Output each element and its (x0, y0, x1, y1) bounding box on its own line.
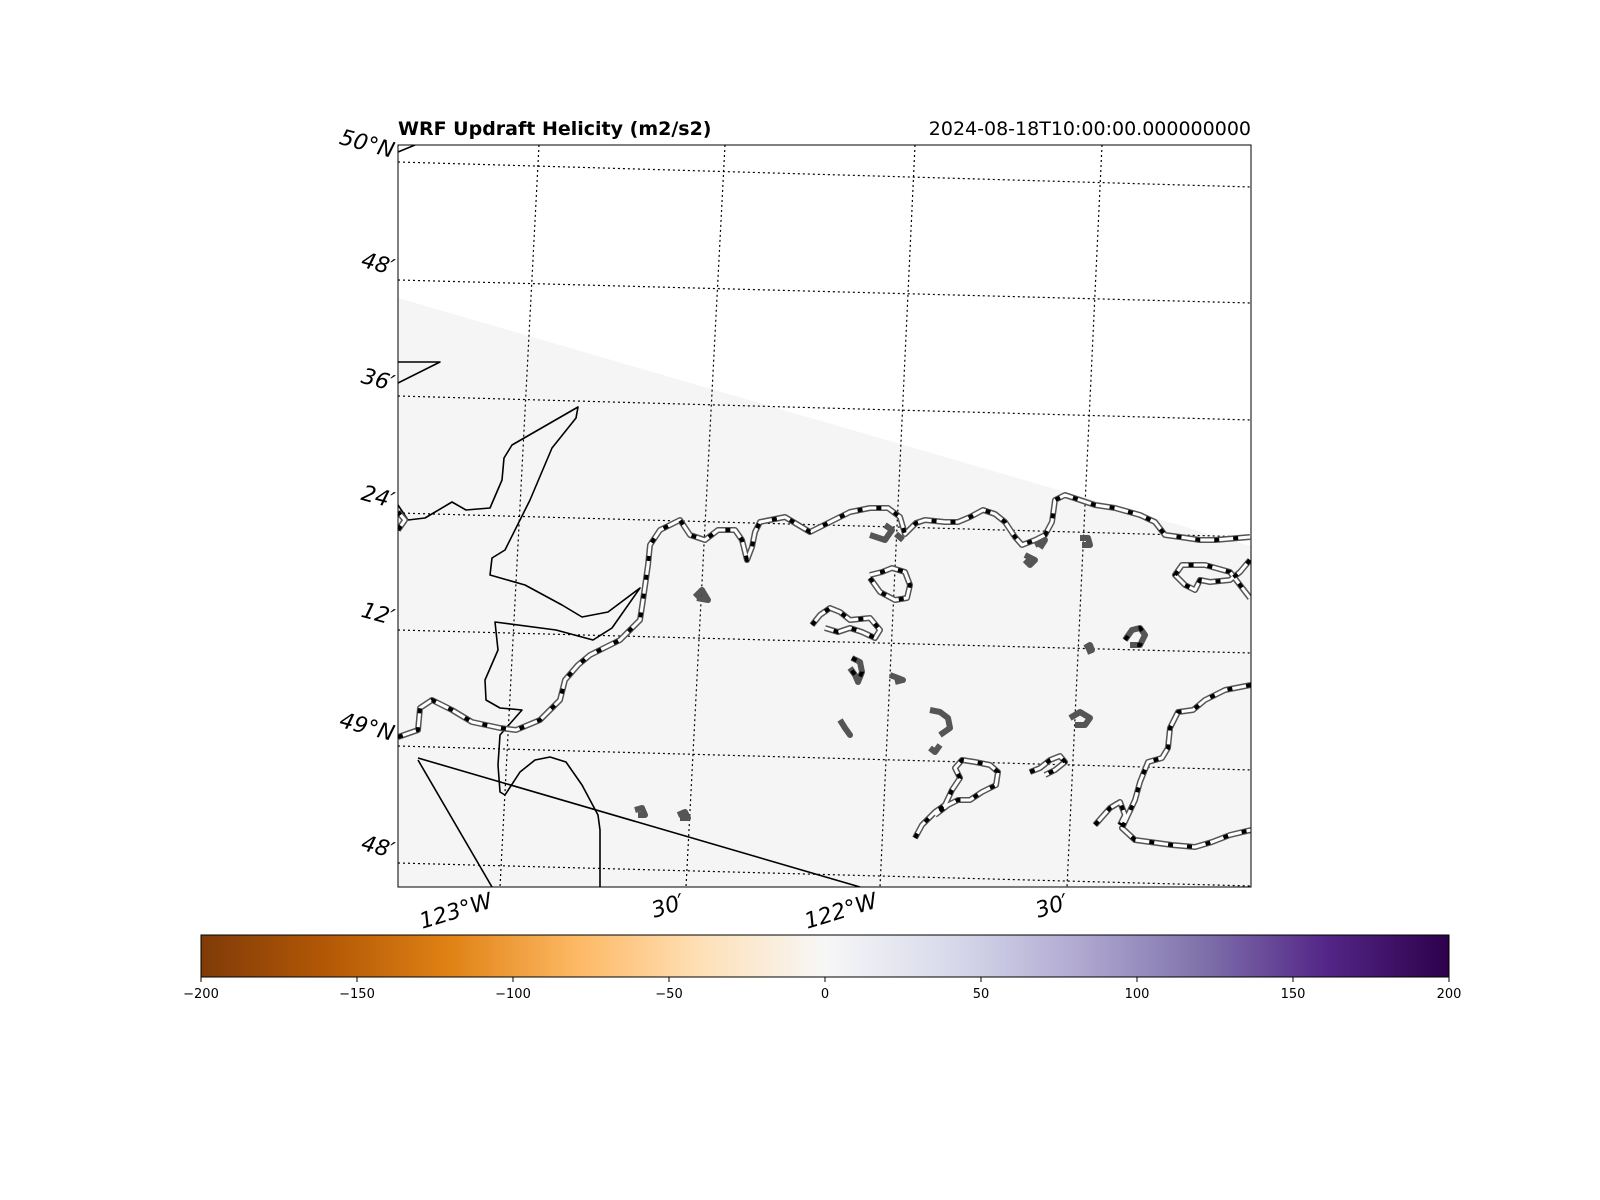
map-frame (397, 144, 1252, 888)
latitude-labels: 50°N 48′ 36′ 24′ 12′ 49°N 48′ (337, 125, 397, 864)
colorbar-tick-label: 150 (1281, 987, 1306, 1002)
colorbar-tick-label: 100 (1125, 987, 1150, 1002)
latitude-gridlines (398, 161, 1251, 887)
lat-label: 36′ (359, 364, 397, 397)
map-timestamp: 2024-08-18T10:00:00.000000000 (928, 118, 1251, 140)
colorbar-gradient (200, 934, 1450, 978)
lon-label: 122°W (802, 889, 882, 935)
lon-label: 123°W (417, 889, 497, 935)
colorbar-tick-label: −150 (339, 987, 375, 1002)
helicity-contours (398, 492, 1251, 850)
coastlines (398, 145, 861, 887)
longitude-labels: 123°W 30′ 122°W 30′ (417, 889, 1072, 935)
model-domain (398, 298, 1251, 887)
lat-label: 49°N (337, 708, 397, 747)
colorbar-tick-label: 0 (821, 987, 829, 1002)
lon-label: 30′ (649, 890, 688, 924)
colorbar-tick-label: −100 (495, 987, 531, 1002)
lat-label: 12′ (359, 598, 397, 631)
colorbar: −200 −150 −100 −50 0 50 100 150 200 (183, 934, 1461, 1002)
lat-label: 48′ (359, 248, 397, 281)
lat-label: 50°N (337, 125, 397, 164)
lon-label: 30′ (1033, 890, 1072, 924)
colorbar-ticks: −200 −150 −100 −50 0 50 100 150 200 (183, 977, 1461, 1002)
colorbar-tick-label: −50 (655, 987, 682, 1002)
colorbar-tick-label: 50 (973, 987, 990, 1002)
map-title: WRF Updraft Helicity (m2/s2) (398, 118, 712, 140)
colorbar-tick-label: 200 (1437, 987, 1462, 1002)
lat-label: 48′ (359, 831, 397, 864)
colorbar-tick-label: −200 (183, 987, 219, 1002)
map-content (398, 145, 1251, 887)
lat-label: 24′ (359, 481, 397, 514)
